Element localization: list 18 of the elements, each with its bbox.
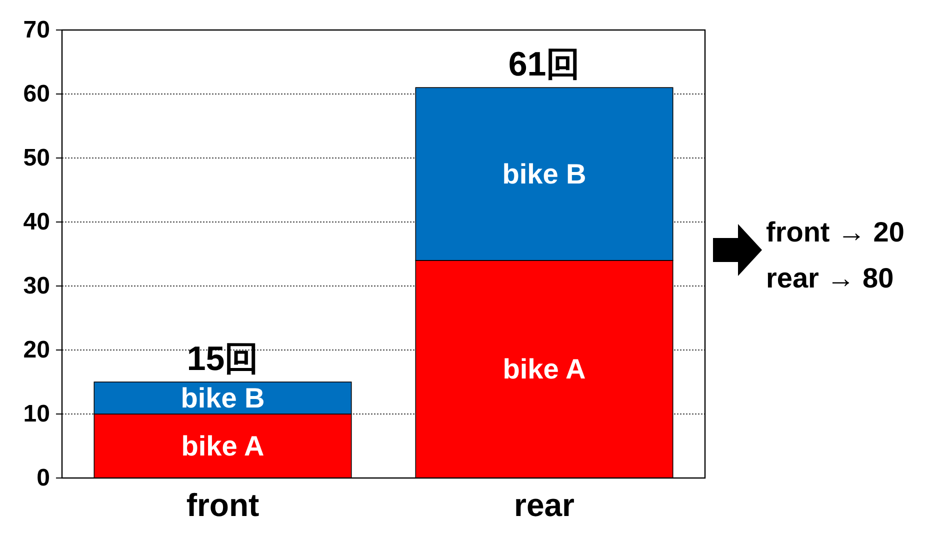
y-tick-label: 50 <box>23 144 50 172</box>
text: rear → 80 <box>766 262 894 294</box>
series-label: bike B <box>180 382 265 414</box>
text: bike A <box>502 354 586 385</box>
y-tick-label: 60 <box>23 80 50 108</box>
x-tick-label: front <box>186 487 260 523</box>
total-label: 61回 <box>508 46 580 84</box>
y-tick-label: 70 <box>23 16 50 44</box>
x-tick-label: rear <box>514 487 574 523</box>
series-label: bike A <box>181 430 264 462</box>
y-tick-label: 40 <box>23 208 50 236</box>
y-tick-label: 0 <box>36 464 50 492</box>
text: bike B <box>502 158 586 190</box>
text: front → 20 <box>766 216 904 248</box>
y-tick-label: 10 <box>23 400 50 428</box>
total-label: 15回 <box>186 340 259 378</box>
y-tick-label: 20 <box>23 336 50 364</box>
y-tick-label: 30 <box>23 272 50 300</box>
